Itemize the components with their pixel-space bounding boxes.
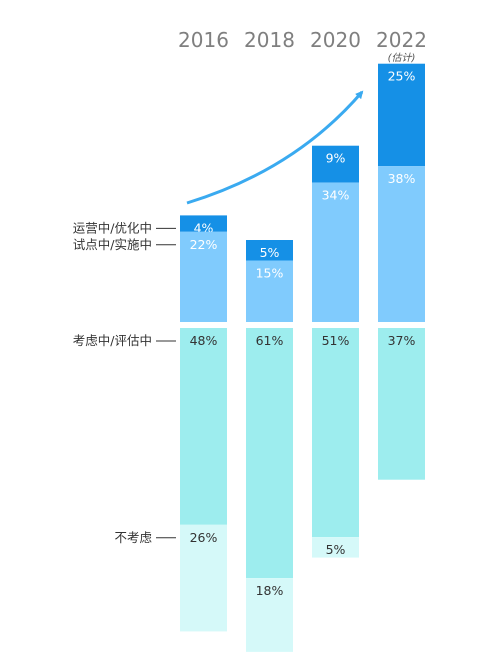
year-label-2022: 2022 <box>376 28 427 52</box>
bar-segment-series1-2020 <box>312 145 359 183</box>
bar-segment-series2-2020 <box>312 182 359 322</box>
bar-segment-series3-2016 <box>180 328 227 525</box>
value-label-series1-2020: 9% <box>326 151 346 166</box>
value-label-series4-2020: 5% <box>326 542 346 557</box>
bar-segment-series3-2022 <box>378 328 425 480</box>
series-label-4: 不考虑 <box>114 530 152 545</box>
growth-trend-arrow <box>186 90 364 205</box>
bar-segment-series3-2020 <box>312 328 359 538</box>
bar-segment-series1-2022 <box>378 63 425 167</box>
value-label-series1-2022: 25% <box>388 69 416 84</box>
value-label-series2-2020: 34% <box>322 188 350 203</box>
value-label-series3-2020: 51% <box>322 333 350 348</box>
value-label-series4-2016: 26% <box>190 530 218 545</box>
value-label-series3-2018: 61% <box>256 333 284 348</box>
value-label-series1-2018: 5% <box>260 245 280 260</box>
bar-segment-series2-2018 <box>246 260 293 322</box>
value-label-series1-2016: 4% <box>194 220 214 235</box>
series-label-3: 考虑中/评估中 <box>73 333 152 348</box>
value-label-series2-2022: 38% <box>388 171 416 186</box>
series-label-1: 运营中/优化中 <box>73 220 152 235</box>
bar-segment-series2-2022 <box>378 166 425 322</box>
bar-segment-series1-2016 <box>180 215 227 232</box>
value-label-series2-2016: 22% <box>190 237 218 252</box>
bar-segment-series4-2016 <box>180 524 227 632</box>
value-label-series4-2018: 18% <box>256 583 284 598</box>
year-label-2020: 2020 <box>310 28 361 52</box>
year-label-2018: 2018 <box>244 28 295 52</box>
value-label-series3-2022: 37% <box>388 333 416 348</box>
value-label-series2-2018: 15% <box>256 266 284 281</box>
value-label-series3-2016: 48% <box>190 333 218 348</box>
bar-segment-series4-2020 <box>312 537 359 558</box>
bar-segment-series3-2018 <box>246 328 293 579</box>
bar-segment-series2-2016 <box>180 231 227 322</box>
bar-segment-series1-2018 <box>246 240 293 261</box>
year-label-2016: 2016 <box>178 28 229 52</box>
bar-segment-series4-2018 <box>246 578 293 652</box>
series-label-2: 试点中/实施中 <box>73 237 152 252</box>
estimate-note: (估计) <box>388 52 416 64</box>
